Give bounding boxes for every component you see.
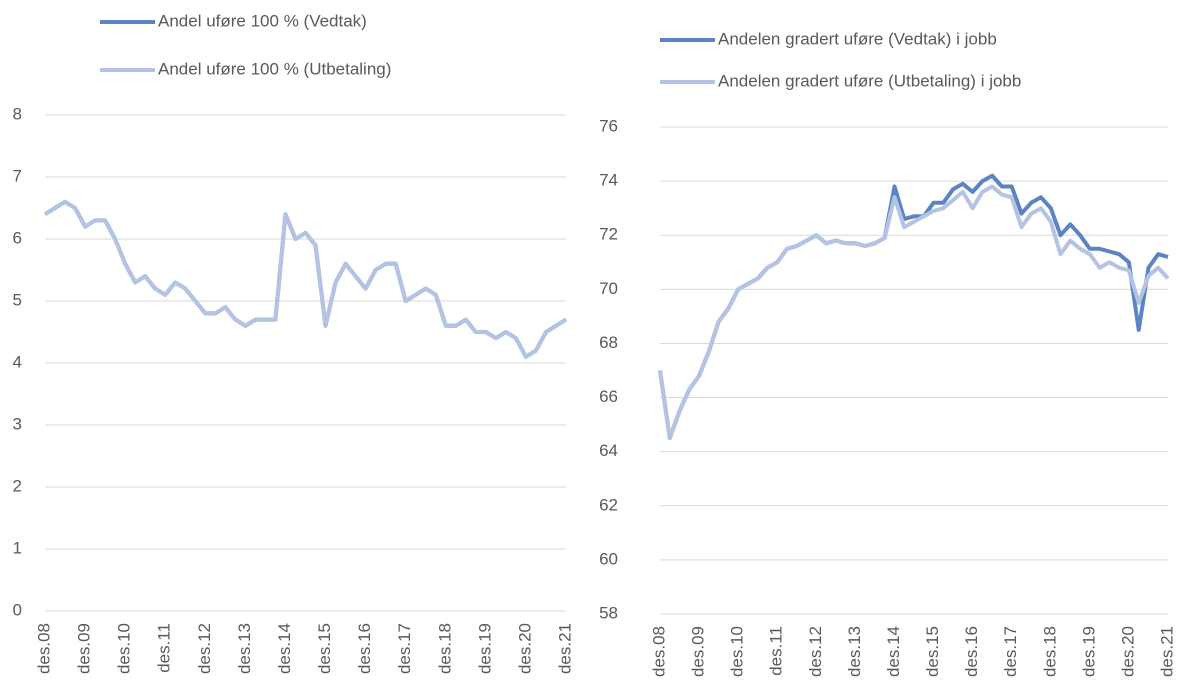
y-tick-label: 72: [599, 225, 618, 244]
legend-label: Andel uføre 100 % (Utbetaling): [158, 59, 391, 78]
y-tick-label: 64: [599, 441, 618, 460]
x-tick-label: des.16: [962, 626, 981, 677]
x-tick-label: des.12: [806, 626, 825, 677]
x-tick-label: des.17: [1001, 626, 1020, 677]
x-tick-label: des.08: [649, 626, 668, 677]
x-tick-label: des.17: [395, 623, 414, 674]
x-tick-label: des.11: [767, 626, 786, 676]
y-tick-label: 6: [13, 228, 22, 247]
series-line: [658, 173, 1169, 441]
y-tick-label: 2: [13, 476, 22, 495]
x-tick-label: des.09: [75, 623, 94, 674]
legend-label: Andel uføre 100 % (Vedtak): [158, 11, 367, 30]
x-tick-label: des.15: [923, 626, 942, 677]
y-tick-label: 68: [599, 333, 618, 352]
x-tick-label: des.16: [355, 623, 374, 674]
y-tick-label: 1: [13, 538, 22, 557]
y-tick-label: 4: [13, 352, 22, 371]
y-tick-label: 76: [599, 116, 618, 135]
x-tick-label: des.19: [1079, 626, 1098, 677]
y-tick-label: 5: [13, 290, 22, 309]
x-tick-label: des.10: [728, 626, 747, 677]
x-tick-label: des.13: [845, 626, 864, 677]
y-tick-label: 7: [13, 166, 22, 185]
x-tick-label: des.14: [884, 626, 903, 677]
legend-label: Andelen gradert uføre (Vedtak) i jobb: [718, 29, 997, 48]
series-line: [43, 199, 568, 359]
y-tick-label: 60: [599, 549, 618, 568]
x-tick-label: des.10: [115, 623, 134, 674]
y-tick-label: 66: [599, 387, 618, 406]
x-tick-label: des.19: [475, 623, 494, 674]
x-tick-label: des.20: [515, 623, 534, 674]
x-tick-label: des.12: [195, 623, 214, 674]
series-line: [658, 184, 1170, 441]
x-tick-label: des.11: [155, 623, 174, 673]
x-tick-label: des.18: [435, 623, 454, 674]
y-tick-label: 74: [599, 171, 618, 190]
y-tick-label: 8: [13, 104, 22, 123]
x-tick-label: des.13: [235, 623, 254, 674]
x-tick-label: des.21: [555, 623, 574, 674]
legend-label: Andelen gradert uføre (Utbetaling) i job…: [718, 71, 1021, 90]
y-tick-label: 0: [13, 600, 22, 619]
x-tick-label: des.09: [689, 626, 708, 677]
x-tick-label: des.08: [34, 623, 53, 674]
x-tick-label: des.21: [1157, 626, 1176, 677]
y-tick-label: 62: [599, 495, 618, 514]
x-tick-label: des.15: [315, 623, 334, 674]
y-tick-label: 3: [13, 414, 22, 433]
y-tick-label: 58: [599, 603, 618, 622]
x-tick-label: des.18: [1040, 626, 1059, 677]
y-tick-label: 70: [599, 279, 618, 298]
x-tick-label: des.14: [275, 623, 294, 674]
x-tick-label: des.20: [1118, 626, 1137, 677]
